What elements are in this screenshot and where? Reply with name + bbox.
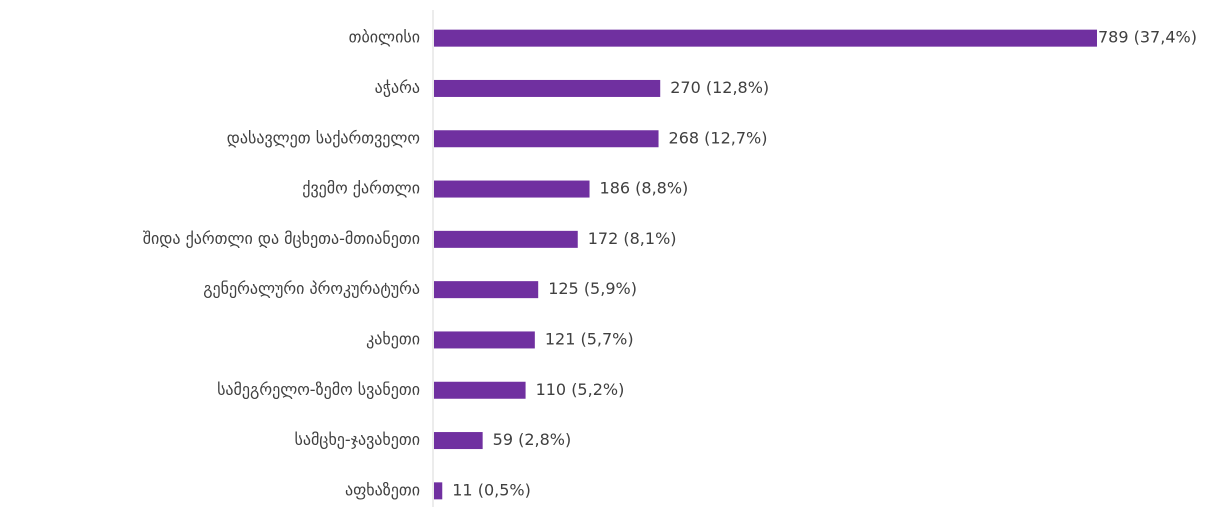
data-label: 789 (37,4%) (1098, 28, 1197, 47)
category-label: კახეთი (366, 329, 420, 348)
bar (434, 482, 443, 500)
category-label: შიდა ქართლი და მცხეთა-მთიანეთი (143, 229, 420, 248)
data-label: 121 (5,7%) (545, 329, 634, 348)
bar (434, 281, 539, 299)
data-label: 11 (0,5%) (452, 480, 531, 499)
bar (434, 230, 578, 248)
data-label: 172 (8,1%) (588, 229, 677, 248)
data-label: 125 (5,9%) (548, 279, 637, 298)
category-label: აფხაზეთი (345, 480, 420, 499)
data-label: 270 (12,8%) (670, 78, 769, 97)
bar (434, 180, 590, 198)
bar (434, 331, 535, 349)
bar (434, 79, 661, 97)
data-label: 186 (8,8%) (600, 179, 689, 198)
category-label: სამცხე-ჯავახეთი (294, 430, 420, 449)
category-label: თბილისი (349, 28, 420, 47)
category-label: გენერალური პროკურატურა (203, 279, 420, 298)
data-label: 59 (2,8%) (493, 430, 572, 449)
category-label: აჭარა (375, 78, 420, 97)
category-label: სამეგრელო-ზემო სვანეთი (217, 380, 420, 399)
bar (434, 29, 1097, 47)
bar (434, 130, 659, 148)
category-label: ქვემო ქართლი (302, 179, 420, 198)
data-label: 110 (5,2%) (536, 380, 625, 399)
bar (434, 381, 526, 399)
bar (434, 432, 483, 450)
category-label: დასავლეთ საქართველო (227, 128, 420, 147)
data-label: 268 (12,7%) (669, 128, 768, 147)
